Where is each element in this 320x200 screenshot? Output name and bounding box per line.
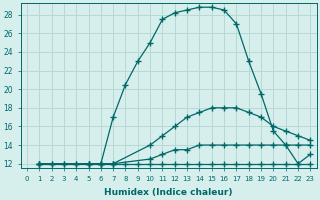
X-axis label: Humidex (Indice chaleur): Humidex (Indice chaleur) (104, 188, 233, 197)
